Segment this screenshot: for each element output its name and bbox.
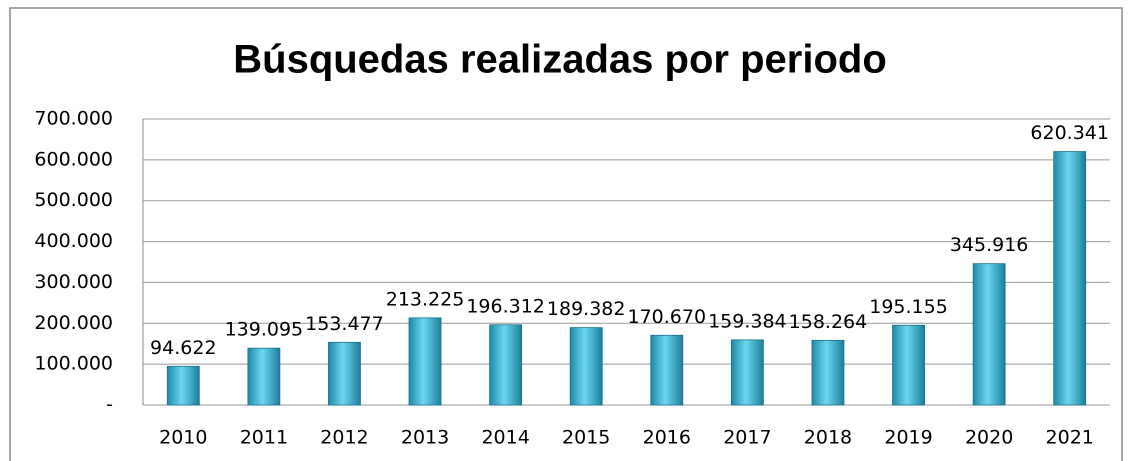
bar [247,347,281,406]
y-tick-label: 200.000 [34,312,113,334]
x-tick-label: 2021 [1046,427,1094,449]
x-tick-label: 2012 [320,427,368,449]
bar [569,327,603,406]
x-tick-label: 2013 [401,427,449,449]
bar [650,334,684,406]
data-label: 139.095 [225,319,304,341]
data-label: 153.477 [305,313,384,335]
x-tick-label: 2017 [723,427,771,449]
y-tick-label: 100.000 [34,353,113,375]
data-label: 195.155 [869,296,948,318]
chart-title: Búsquedas realizadas por periodo [233,38,887,82]
x-tick-label: 2015 [562,427,610,449]
y-tick-label: 500.000 [34,189,113,211]
bar [972,263,1006,406]
data-label: 158.264 [789,311,868,333]
y-tick-label: 300.000 [34,271,113,293]
x-tick-label: 2016 [643,427,691,449]
y-tick-label: - [106,394,113,416]
bar [328,341,361,406]
data-label: 345.916 [950,234,1029,256]
x-tick-label: 2018 [804,427,852,449]
y-tick-label: 400.000 [34,230,113,252]
data-label: 196.312 [466,295,545,317]
data-label: 170.670 [628,306,707,328]
bar [1053,151,1087,406]
y-tick-label: 700.000 [34,108,113,130]
x-tick-label: 2020 [965,427,1013,449]
data-label: 189.382 [547,298,626,320]
x-tick-label: 2019 [884,427,932,449]
x-tick-label: 2010 [159,427,207,449]
x-tick-label: 2014 [481,427,529,449]
bar [811,339,845,406]
data-label: 94.622 [150,337,216,359]
bar [892,324,925,406]
chart-border [9,7,1123,461]
bar [408,317,442,406]
x-tick-label: 2011 [240,427,288,449]
y-tick-label: 600.000 [34,148,113,170]
data-label: 620.341 [1030,122,1109,144]
data-label: 159.384 [708,310,787,332]
bar [730,339,764,406]
bar [166,365,200,406]
bar [489,324,523,406]
data-label: 213.225 [386,288,465,310]
